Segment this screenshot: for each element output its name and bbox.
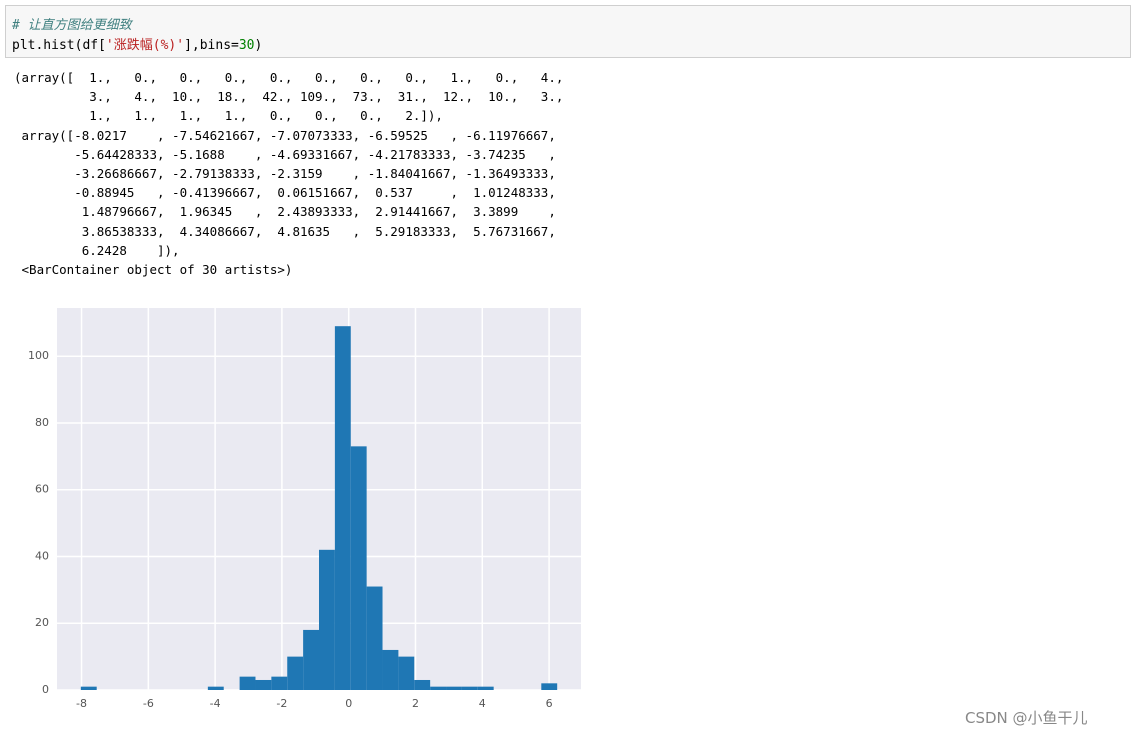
x-tick-label: -8 (76, 697, 87, 710)
output-line: 1., 1., 1., 1., 0., 0., 0., 2.]), (14, 108, 443, 124)
output-line: array([-8.0217 , -7.54621667, -7.0707333… (14, 127, 556, 143)
x-tick-label: -2 (276, 697, 287, 710)
code-line: plt.hist(df['涨跌幅(%)'],bins=30) (12, 34, 262, 53)
bar (319, 549, 335, 690)
code-cell[interactable]: # 让直方图给更细致 plt.hist(df['涨跌幅(%)'],bins=30… (5, 5, 1131, 58)
cell-output: (array([ 1., 0., 0., 0., 0., 0., 0., 0.,… (14, 68, 563, 279)
y-tick-label: 40 (35, 549, 49, 562)
y-tick-label: 60 (35, 483, 49, 496)
x-tick-label: 4 (479, 697, 486, 710)
bar (382, 649, 399, 690)
bar (461, 686, 478, 690)
code-comment: # 让直方图给更细致 (12, 18, 132, 33)
output-line: -5.64428333, -5.1688 , -4.69331667, -4.2… (14, 146, 556, 162)
x-tick-label: 0 (345, 697, 352, 710)
bar (287, 656, 304, 690)
y-tick-label: 20 (35, 616, 49, 629)
output-line: <BarContainer object of 30 artists>) (14, 262, 293, 278)
code-token: 30 (238, 38, 255, 53)
bar (366, 586, 383, 690)
bar (271, 676, 288, 690)
bar (541, 683, 558, 690)
x-tick-label: -4 (210, 697, 221, 710)
plot-area (57, 308, 581, 690)
bar (446, 686, 462, 690)
output-line: 3., 4., 10., 18., 42., 109., 73., 31., 1… (14, 89, 564, 105)
y-tick-label: 80 (35, 416, 49, 429)
output-line: 3.86538333, 4.34086667, 4.81635 , 5.2918… (14, 223, 556, 239)
bar (207, 686, 224, 690)
output-line: -0.88945 , -0.41396667, 0.06151667, 0.53… (14, 185, 556, 201)
output-line: -3.26686667, -2.79138333, -2.3159 , -1.8… (14, 166, 556, 182)
bar (350, 446, 367, 690)
bar (334, 326, 351, 690)
code-token: ],bins= (184, 38, 239, 53)
bar (239, 676, 256, 690)
y-tick-label: 100 (28, 349, 49, 362)
output-line: 1.48796667, 1.96345 , 2.43893333, 2.9144… (14, 204, 556, 220)
x-tick-label: 6 (546, 697, 553, 710)
bar (414, 679, 431, 690)
bar (430, 686, 447, 690)
y-tick-label: 0 (42, 683, 49, 696)
x-tick-label: 2 (412, 697, 419, 710)
output-line: 6.2428 ]), (14, 242, 180, 258)
watermark: CSDN @小鱼干儿 (965, 709, 1088, 727)
bar (477, 686, 494, 690)
x-tick-label: -6 (143, 697, 154, 710)
output-line: (array([ 1., 0., 0., 0., 0., 0., 0., 0.,… (14, 70, 564, 85)
bar (255, 679, 272, 690)
bar (80, 686, 97, 690)
code-token: plt.hist(df[ (12, 38, 106, 53)
code-token: '涨跌幅(%)' (105, 38, 185, 53)
code-token: ) (254, 38, 263, 53)
bar (398, 656, 415, 690)
bar (303, 629, 320, 690)
